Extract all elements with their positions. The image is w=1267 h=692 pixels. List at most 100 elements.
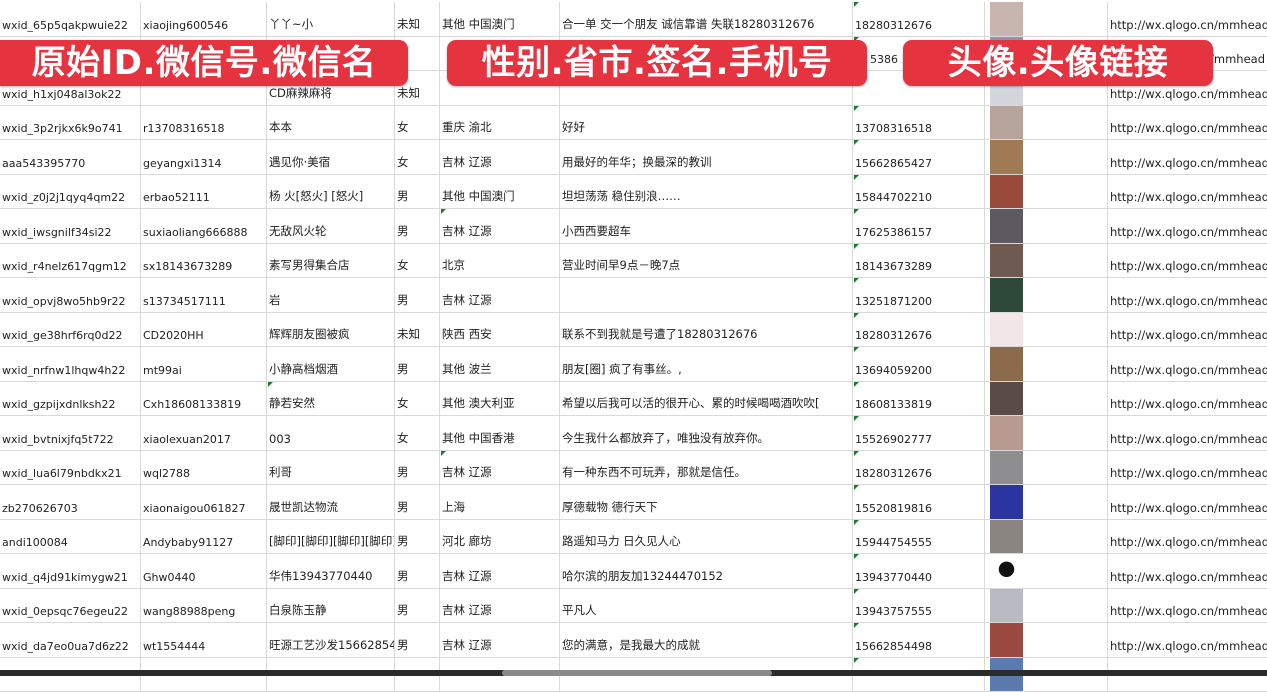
cell-phone[interactable]: 13943770440 [853,554,985,588]
cell-avatar-url[interactable]: http://wx.qlogo.cn/mmhead [1108,244,1267,278]
cell-avatar[interactable] [985,589,1108,623]
cell-region[interactable]: 其他 中国香港 [440,416,560,450]
cell-region[interactable]: 吉林 辽源 [440,140,560,174]
cell-wechat-name[interactable]: 丫丫~小 [267,2,395,36]
cell-avatar[interactable] [985,244,1108,278]
cell-original-id[interactable]: wxid_bvtnixjfq5t722 [0,416,141,450]
cell-gender[interactable]: 男 [395,451,440,485]
cell-signature[interactable]: 用最好的年华；换最深的教训 [560,140,853,174]
cell-avatar[interactable] [985,623,1108,657]
cell-region[interactable]: 吉林 辽源 [440,451,560,485]
cell-wechat-id[interactable]: Cxh18608133819 [141,382,267,416]
cell-region[interactable]: 其他 澳大利亚 [440,382,560,416]
cell-wechat-name[interactable]: 素写男得集合店 [267,244,395,278]
cell-signature[interactable] [560,278,853,312]
cell-original-id[interactable]: andi100084 [0,520,141,554]
cell-signature[interactable]: 好好 [560,106,853,140]
cell-wechat-name[interactable]: 杨 火[怒火] [怒火] [267,175,395,209]
cell-region[interactable]: 吉林 辽源 [440,209,560,243]
cell-phone[interactable]: 15662854498 [853,623,985,657]
cell-wechat-id[interactable]: Andybaby91127 [141,520,267,554]
cell-phone[interactable]: 15844702210 [853,175,985,209]
cell-phone[interactable]: 13251871200 [853,278,985,312]
cell-signature[interactable]: 朋友[圈] 疯了有事丝。, [560,347,853,381]
cell-avatar[interactable] [985,106,1108,140]
cell-region[interactable]: 吉林 辽源 [440,589,560,623]
cell-original-id[interactable]: wxid_z0j2j1qyq4qm22 [0,175,141,209]
cell-wechat-name[interactable]: 辉辉朋友圈被疯 [267,313,395,347]
cell-phone[interactable]: 15944754555 [853,520,985,554]
cell-wechat-id[interactable]: erbao52111 [141,175,267,209]
cell-signature[interactable]: 今生我什么都放弃了，唯独没有放弃你。 [560,416,853,450]
horizontal-scrollbar[interactable] [502,670,772,676]
cell-phone[interactable]: 15520819816 [853,485,985,519]
cell-avatar-url[interactable]: http://wx.qlogo.cn/mmhead [1108,451,1267,485]
cell-region[interactable]: 河北 廊坊 [440,520,560,554]
cell-phone[interactable]: 18608133819 [853,382,985,416]
cell-wechat-id[interactable]: xiaolexuan2017 [141,416,267,450]
cell-original-id[interactable]: zb270626703 [0,485,141,519]
cell-gender[interactable]: 男 [395,347,440,381]
cell-wechat-name[interactable]: 华伟13943770440 [267,554,395,588]
cell-wechat-id[interactable]: wt1554444 [141,623,267,657]
cell-wechat-id[interactable]: s13734517111 [141,278,267,312]
cell-avatar-url[interactable]: http://wx.qlogo.cn/mmhead [1108,485,1267,519]
cell-signature[interactable]: 坦坦荡荡 稳住别浪…… [560,175,853,209]
cell-original-id[interactable]: wxid_0epsqc76egeu22 [0,589,141,623]
cell-wechat-name[interactable]: [脚印][脚印][脚印][脚印] [267,520,395,554]
cell-region[interactable]: 陕西 西安 [440,313,560,347]
cell-avatar[interactable] [985,2,1108,36]
cell-wechat-name[interactable]: 岩 [267,278,395,312]
cell-avatar-url[interactable]: http://wx.qlogo.cn/mmhead [1108,2,1267,36]
cell-wechat-id[interactable]: r13708316518 [141,106,267,140]
cell-gender[interactable]: 女 [395,382,440,416]
cell-original-id[interactable]: wxid_opvj8wo5hb9r22 [0,278,141,312]
cell-wechat-id[interactable]: xiaojing600546 [141,2,267,36]
cell-signature[interactable]: 联系不到我就是号遭了18280312676 [560,313,853,347]
cell-avatar[interactable] [985,175,1108,209]
cell-avatar[interactable] [985,209,1108,243]
cell-wechat-id[interactable]: geyangxi1314 [141,140,267,174]
cell-gender[interactable]: 未知 [395,313,440,347]
cell-original-id[interactable]: aaa543395770 [0,140,141,174]
cell-avatar-url[interactable]: http://wx.qlogo.cn/mmhead [1108,520,1267,554]
cell-wechat-id[interactable]: wang88988peng [141,589,267,623]
cell-phone[interactable]: 13708316518 [853,106,985,140]
cell-region[interactable]: 重庆 渝北 [440,106,560,140]
cell-phone[interactable]: 18280312676 [853,2,985,36]
cell-signature[interactable]: 您的满意，是我最大的成就 [560,623,853,657]
cell-original-id[interactable]: wxid_nrfnw1lhqw4h22 [0,347,141,381]
cell-wechat-name[interactable]: 白泉陈玉静 [267,589,395,623]
cell-region[interactable]: 吉林 辽源 [440,278,560,312]
cell-avatar[interactable] [985,520,1108,554]
cell-avatar-url[interactable]: http://wx.qlogo.cn/mmhead [1108,416,1267,450]
cell-signature[interactable]: 有一种东西不可玩弄，那就是信任。 [560,451,853,485]
cell-wechat-id[interactable]: Ghw0440 [141,554,267,588]
cell-wechat-id[interactable]: suxiaoliang666888 [141,209,267,243]
cell-gender[interactable]: 女 [395,244,440,278]
cell-wechat-name[interactable]: 旺源工艺沙发15662854 [267,623,395,657]
cell-wechat-name[interactable]: 003 [267,416,395,450]
cell-original-id[interactable]: wxid_ge38hrf6rq0d22 [0,313,141,347]
cell-original-id[interactable]: wxid_lua6l79nbdkx21 [0,451,141,485]
cell-avatar[interactable] [985,554,1108,588]
cell-signature[interactable]: 厚德载物 德行天下 [560,485,853,519]
cell-avatar-url[interactable]: http://wx.qlogo.cn/mmhead [1108,347,1267,381]
cell-avatar-url[interactable]: http://wx.qlogo.cn/mmhead [1108,554,1267,588]
cell-signature[interactable]: 营业时间早9点－晚7点 [560,244,853,278]
cell-original-id[interactable]: wxid_r4nelz617qgm12 [0,244,141,278]
cell-wechat-id[interactable]: xiaonaigou061827 [141,485,267,519]
cell-phone[interactable]: 18280312676 [853,313,985,347]
cell-gender[interactable]: 男 [395,554,440,588]
cell-wechat-name[interactable]: 本本 [267,106,395,140]
cell-wechat-id[interactable]: mt99ai [141,347,267,381]
cell-avatar[interactable] [985,416,1108,450]
cell-wechat-name[interactable]: 无敌风火轮 [267,209,395,243]
cell-wechat-id[interactable]: sx18143673289 [141,244,267,278]
cell-original-id[interactable]: wxid_q4jd91kimygw21 [0,554,141,588]
cell-gender[interactable]: 女 [395,106,440,140]
cell-wechat-name[interactable]: 小静高档烟酒 [267,347,395,381]
cell-original-id[interactable]: wxid_gzpijxdnlksh22 [0,382,141,416]
cell-wechat-name[interactable]: 晟世凯达物流 [267,485,395,519]
cell-phone[interactable]: 17625386157 [853,209,985,243]
